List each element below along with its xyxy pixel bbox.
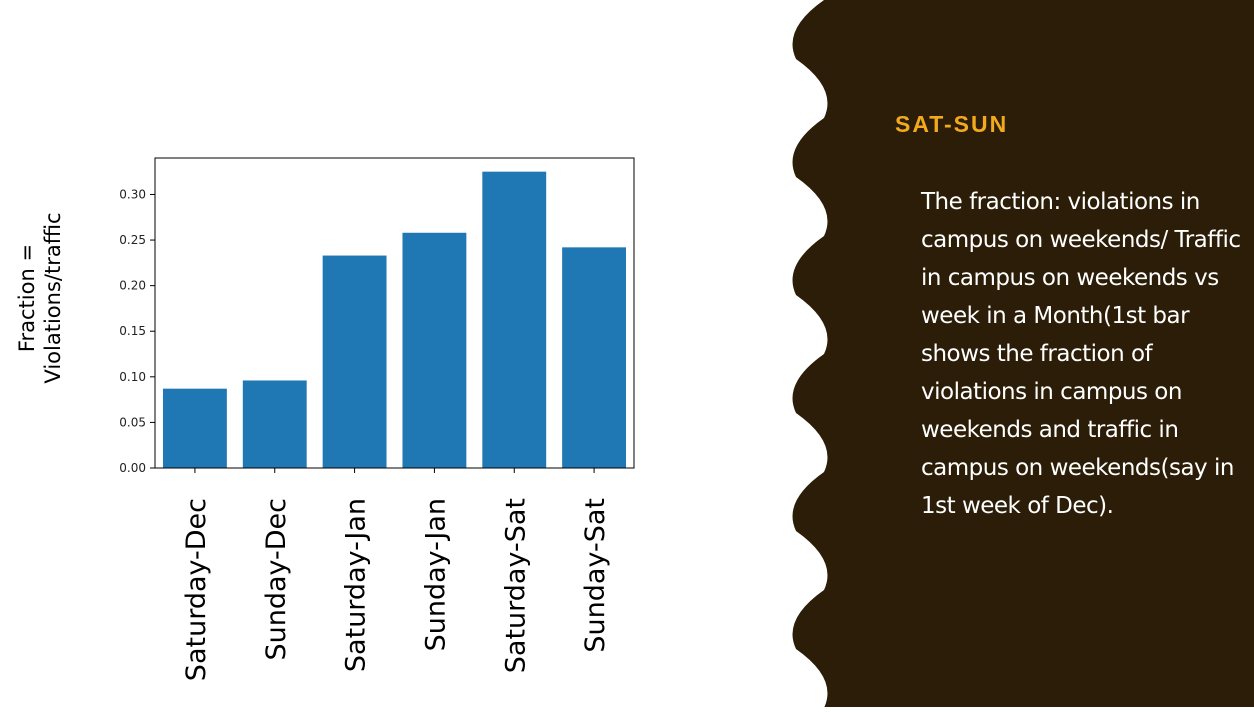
x-tick-label: Sunday-Sat <box>580 498 611 653</box>
y-axis-label: Fraction = Violations/traffic <box>14 212 66 383</box>
x-tick-label: Sunday-Jan <box>420 498 451 651</box>
y-tick-label: 0.10 <box>119 370 146 384</box>
x-tick-label: Saturday-Dec <box>181 498 212 681</box>
sidebar-body-text: The fraction: violations in campus on we… <box>921 183 1241 525</box>
y-tick-label: 0.15 <box>119 324 146 338</box>
y-tick-label: 0.20 <box>119 279 146 293</box>
x-tick-label: Sunday-Dec <box>261 498 292 661</box>
y-tick-label: 0.30 <box>119 187 146 201</box>
bar-saturday-jan <box>323 256 387 468</box>
bar-sunday-dec <box>243 380 307 468</box>
bar-sunday-sat <box>562 247 626 468</box>
y-axis-label-line-1: Fraction = <box>14 212 40 383</box>
x-tick-label: Saturday-Sat <box>500 498 531 673</box>
sidebar-title: SAT-SUN <box>895 111 1008 138</box>
bar-saturday-dec <box>163 389 227 468</box>
bar-sunday-jan <box>402 233 466 468</box>
y-tick-label: 0.25 <box>119 233 146 247</box>
y-tick-label: 0.05 <box>119 415 146 429</box>
sidebar-panel: SAT-SUN The fraction: violations in camp… <box>790 0 1254 707</box>
bar-saturday-sat <box>482 172 546 468</box>
chart-area: 0.00 0.05 0.10 0.15 0.20 0.25 0.30 Saturday-Dec… <box>0 0 800 707</box>
x-tick-label: Saturday-Jan <box>341 498 372 672</box>
y-tick-label: 0.00 <box>119 461 146 475</box>
bar-chart: 0.00 0.05 0.10 0.15 0.20 0.25 0.30 Saturday-Dec… <box>0 0 800 707</box>
y-axis-label-line-2: Violations/traffic <box>40 212 66 383</box>
